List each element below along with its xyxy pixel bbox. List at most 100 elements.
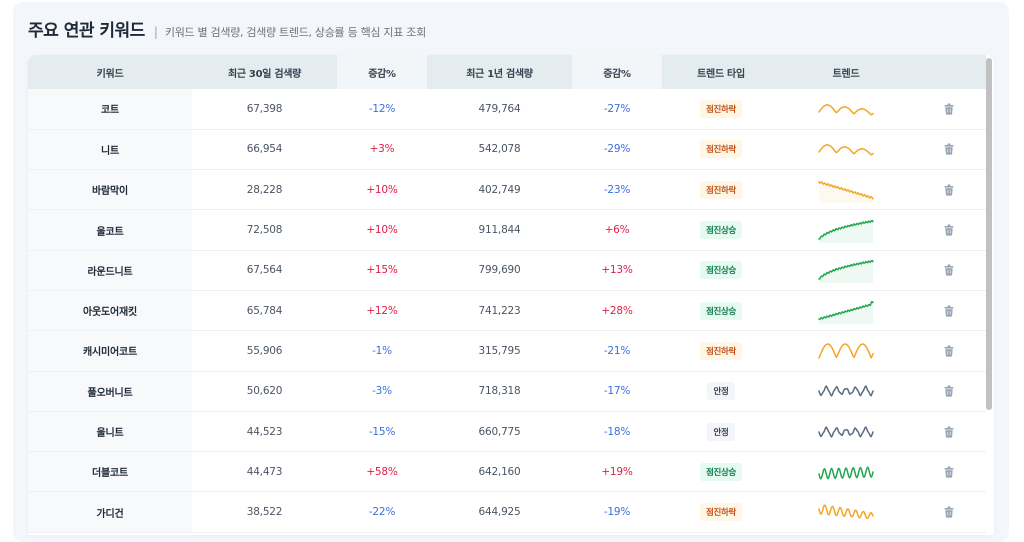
volume-1y-cell: 402,749 (427, 169, 572, 211)
trash-icon[interactable] (944, 426, 954, 438)
trend-type-badge: 점진하락 (699, 99, 743, 118)
change-1y-cell: +6% (572, 209, 662, 251)
volume-30d-cell: 72,508 (192, 209, 337, 251)
trend-type-cell: 안정 (662, 411, 780, 453)
trend-type-badge: 점진상승 (699, 261, 743, 280)
trend-type-badge: 안정 (707, 422, 735, 441)
table-row[interactable]: 가디건 38,522 -22% 644,925 -19% 점진하락 (28, 491, 986, 533)
change-1y-cell: +28% (572, 290, 662, 332)
keyword-cell[interactable]: 풀오버니트 (28, 371, 192, 412)
keyword-cell[interactable]: 아웃도어재킷 (28, 290, 192, 332)
volume-30d-cell: 67,398 (192, 89, 337, 130)
change-1y-cell: -27% (572, 89, 662, 130)
change-30d-cell: -22% (337, 491, 427, 533)
trash-icon[interactable] (944, 506, 954, 518)
volume-1y-cell: 315,795 (427, 330, 572, 372)
trend-cell (780, 451, 912, 493)
trash-icon[interactable] (944, 466, 954, 478)
change-30d-cell: -12% (337, 89, 427, 130)
keyword-cell[interactable]: 더블코트 (28, 451, 192, 493)
col-header-actions (912, 55, 986, 89)
table-row[interactable]: 바람막이 28,228 +10% 402,749 -23% 점진하락 (28, 169, 986, 211)
trend-cell (780, 250, 912, 291)
volume-30d-cell: 28,228 (192, 169, 337, 211)
keyword-cell[interactable]: 니트 (28, 129, 192, 171)
change-30d-cell: -1% (337, 330, 427, 372)
volume-30d-cell: 44,473 (192, 451, 337, 493)
trend-type-badge: 점진상승 (699, 221, 743, 240)
action-cell (912, 209, 986, 251)
trend-cell (780, 169, 912, 211)
col-header-change-30d[interactable]: 증감% (337, 55, 427, 89)
col-header-change-1y[interactable]: 증감% (572, 55, 662, 89)
table-scrollbar[interactable] (986, 58, 992, 410)
col-header-volume-1y[interactable]: 최근 1년 검색량 (427, 55, 572, 89)
table-row[interactable]: 라운드니트 67,564 +15% 799,690 +13% 점진상승 (28, 250, 986, 291)
trend-cell (780, 371, 912, 412)
trash-icon[interactable] (944, 224, 954, 236)
trend-type-badge: 점진상승 (699, 462, 743, 481)
trash-icon[interactable] (944, 264, 954, 276)
trend-type-cell: 점진상승 (662, 290, 780, 332)
change-1y-cell: -21% (572, 330, 662, 372)
keyword-table: 키워드 최근 30일 검색량 증감% 최근 1년 검색량 증감% 트렌드 타입 … (28, 55, 986, 533)
table-row[interactable]: 아웃도어재킷 65,784 +12% 741,223 +28% 점진상승 (28, 290, 986, 332)
trend-sparkline-icon (818, 466, 874, 480)
trend-sparkline-icon (818, 343, 874, 359)
volume-30d-cell: 66,954 (192, 129, 337, 171)
title-separator: | (153, 25, 158, 39)
change-1y-cell: -17% (572, 371, 662, 412)
trash-icon[interactable] (944, 345, 954, 357)
col-header-volume-30d[interactable]: 최근 30일 검색량 (192, 55, 337, 89)
table-row[interactable]: 풀오버니트 50,620 -3% 718,318 -17% 안정 (28, 371, 986, 412)
volume-30d-cell: 50,620 (192, 371, 337, 412)
table-row[interactable]: 코트 67,398 -12% 479,764 -27% 점진하락 (28, 89, 986, 130)
col-header-trend-type[interactable]: 트렌드 타입 (662, 55, 780, 89)
change-30d-cell: +10% (337, 169, 427, 211)
keyword-cell[interactable]: 바람막이 (28, 169, 192, 211)
change-1y-cell: +13% (572, 250, 662, 291)
table-row[interactable]: 울코트 72,508 +10% 911,844 +6% 점진상승 (28, 209, 986, 251)
keyword-cell[interactable]: 울니트 (28, 411, 192, 453)
col-header-keyword[interactable]: 키워드 (28, 55, 192, 89)
trend-type-cell: 점진상승 (662, 451, 780, 493)
trend-type-cell: 안정 (662, 371, 780, 412)
trash-icon[interactable] (944, 305, 954, 317)
keyword-cell[interactable]: 캐시미어코트 (28, 330, 192, 372)
table-row[interactable]: 울니트 44,523 -15% 660,775 -18% 안정 (28, 411, 986, 453)
trend-type-badge: 점진하락 (699, 180, 743, 199)
card-title: 주요 연관 키워드 (28, 21, 145, 41)
keyword-cell[interactable]: 울코트 (28, 209, 192, 251)
trend-sparkline-icon (818, 104, 874, 116)
volume-30d-cell: 65,784 (192, 290, 337, 332)
change-1y-cell: -23% (572, 169, 662, 211)
trend-sparkline-icon (818, 144, 874, 156)
volume-30d-cell: 44,523 (192, 411, 337, 453)
keyword-cell[interactable]: 가디건 (28, 491, 192, 533)
action-cell (912, 129, 986, 171)
table-row[interactable]: 더블코트 44,473 +58% 642,160 +19% 점진상승 (28, 451, 986, 493)
volume-30d-cell: 55,906 (192, 330, 337, 372)
table-row[interactable]: 캐시미어코트 55,906 -1% 315,795 -21% 점진하락 (28, 330, 986, 372)
action-cell (912, 371, 986, 412)
table-row[interactable]: 니트 66,954 +3% 542,078 -29% 점진하락 (28, 129, 986, 171)
trash-icon[interactable] (944, 385, 954, 397)
trend-cell (780, 129, 912, 171)
trend-cell (780, 411, 912, 453)
trend-sparkline-icon (818, 425, 874, 438)
keyword-table-container[interactable]: 키워드 최근 30일 검색량 증감% 최근 1년 검색량 증감% 트렌드 타입 … (28, 55, 994, 535)
change-1y-cell: -19% (572, 491, 662, 533)
change-1y-cell: -29% (572, 129, 662, 171)
trash-icon[interactable] (944, 184, 954, 196)
trend-type-badge: 점진하락 (699, 503, 743, 522)
trend-cell (780, 491, 912, 533)
trash-icon[interactable] (944, 103, 954, 115)
keyword-cell[interactable]: 코트 (28, 89, 192, 130)
volume-1y-cell: 741,223 (427, 290, 572, 332)
trend-type-badge: 점진하락 (699, 140, 743, 159)
keyword-cell[interactable]: 라운드니트 (28, 250, 192, 291)
trend-type-cell: 점진하락 (662, 491, 780, 533)
volume-1y-cell: 479,764 (427, 89, 572, 130)
trash-icon[interactable] (944, 143, 954, 156)
trend-sparkline-icon (818, 219, 874, 244)
